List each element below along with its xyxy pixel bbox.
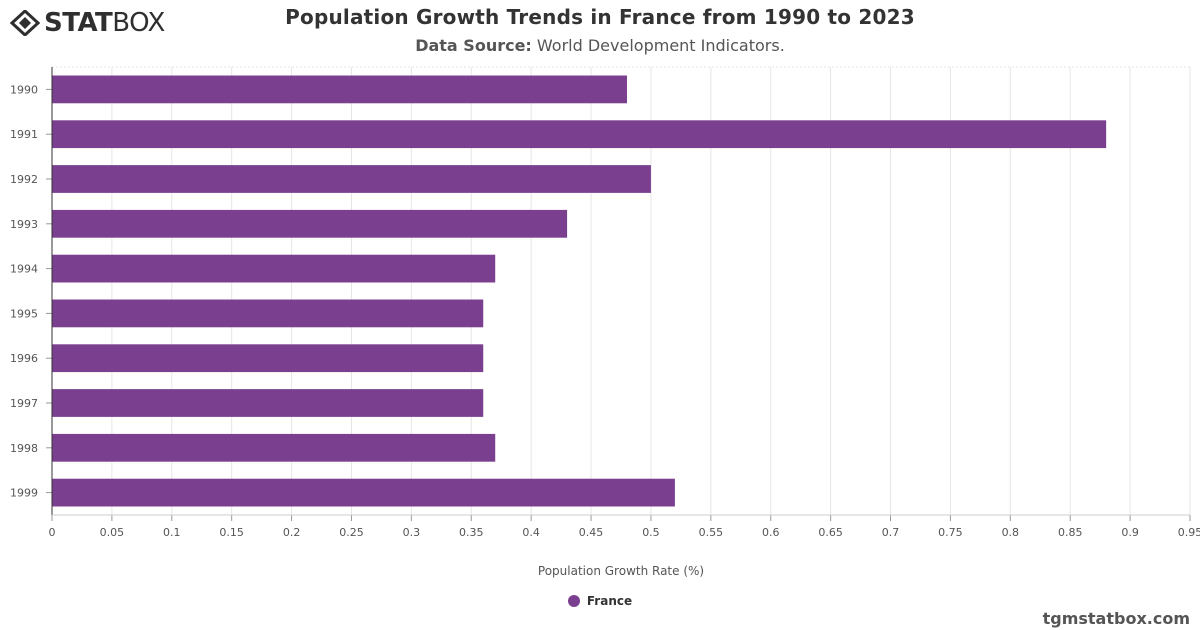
bar-1997[interactable] <box>52 389 484 417</box>
x-tick-label: 0.35 <box>459 526 484 539</box>
x-tick-label: 0.65 <box>818 526 843 539</box>
y-tick-label: 1993 <box>10 218 38 231</box>
y-tick-label: 1996 <box>10 352 38 365</box>
x-tick-label: 0 <box>49 526 56 539</box>
data-source-text: World Development Indicators. <box>536 36 785 55</box>
bar-1992[interactable] <box>52 165 651 193</box>
x-tick-label: 0.5 <box>642 526 660 539</box>
x-tick-label: 0.75 <box>938 526 963 539</box>
x-tick-label: 0.45 <box>579 526 604 539</box>
x-tick-label: 0.8 <box>1002 526 1020 539</box>
logo-text-light: BOX <box>112 8 165 38</box>
bar-1995[interactable] <box>52 299 484 328</box>
x-tick-label: 0.95 <box>1178 526 1200 539</box>
bar-1991[interactable] <box>52 120 1107 149</box>
legend-marker <box>567 595 580 607</box>
bar-1993[interactable] <box>52 209 568 238</box>
chart-subtitle: Data Source: World Development Indicator… <box>0 36 1200 55</box>
x-tick-label: 0.55 <box>699 526 724 539</box>
x-tick-label: 0.85 <box>1058 526 1083 539</box>
y-tick-label: 1991 <box>10 128 38 141</box>
data-source-label: Data Source: <box>415 36 532 55</box>
legend[interactable]: France <box>0 594 1200 608</box>
x-tick-label: 0.3 <box>403 526 421 539</box>
y-tick-label: 1997 <box>10 397 38 410</box>
x-tick-label: 0.7 <box>882 526 900 539</box>
bar-1990[interactable] <box>52 75 627 104</box>
watermark: tgmstatbox.com <box>1042 609 1190 628</box>
logo-text: STATBOX <box>44 8 165 38</box>
diamond-logo-icon <box>10 10 40 36</box>
y-tick-label: 1992 <box>10 173 38 186</box>
bar-1998[interactable] <box>52 433 496 462</box>
x-tick-label: 0.1 <box>163 526 181 539</box>
y-tick-label: 1995 <box>10 307 38 320</box>
y-tick-label: 1999 <box>10 487 38 500</box>
x-tick-label: 0.6 <box>762 526 780 539</box>
y-tick-label: 1994 <box>10 263 38 276</box>
x-tick-label: 0.4 <box>522 526 540 539</box>
y-tick-label: 1998 <box>10 442 38 455</box>
x-tick-label: 0.15 <box>219 526 244 539</box>
logo-text-bold: STAT <box>44 8 113 38</box>
legend-label: France <box>586 594 633 608</box>
bar-1999[interactable] <box>52 478 675 507</box>
x-axis-title: Population Growth Rate (%) <box>538 564 704 578</box>
x-tick-label: 0.2 <box>283 526 301 539</box>
x-tick-label: 0.05 <box>100 526 125 539</box>
chart-title: Population Growth Trends in France from … <box>285 5 915 29</box>
x-tick-label: 0.9 <box>1121 526 1139 539</box>
y-tick-label: 1990 <box>10 83 38 96</box>
statbox-logo: STATBOX <box>10 8 165 38</box>
bar-1996[interactable] <box>52 344 484 373</box>
x-tick-label: 0.25 <box>339 526 364 539</box>
bar-1994[interactable] <box>52 254 496 283</box>
